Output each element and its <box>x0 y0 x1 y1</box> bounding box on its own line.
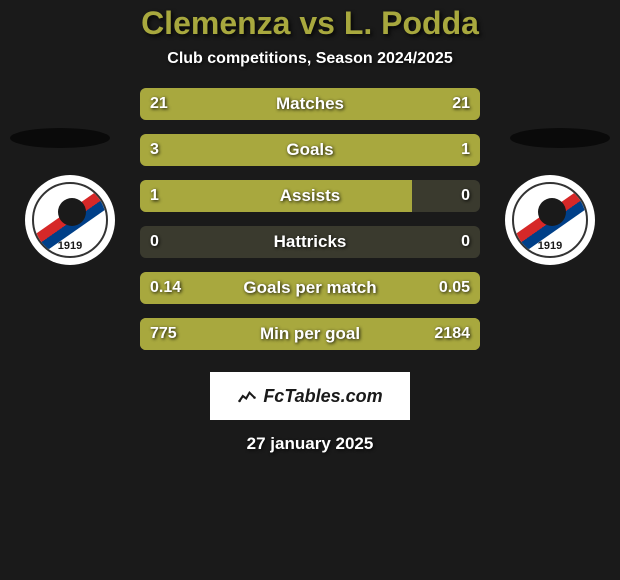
footer-text: FcTables.com <box>263 386 382 407</box>
page-subtitle: Club competitions, Season 2024/2025 <box>167 50 452 68</box>
player-shadow-right <box>510 128 610 148</box>
stats-bars: 2121Matches 31Goals 10Assists 00Hattricks 0.… <box>140 88 480 350</box>
badge-year-right: 1919 <box>538 240 562 252</box>
stat-row: 2121Matches <box>140 88 480 120</box>
comparison-container: Clemenza vs L. Podda Club competitions, … <box>0 0 620 580</box>
stat-row: 7752184Min per goal <box>140 318 480 350</box>
stat-label: Goals per match <box>140 278 480 298</box>
comparison-date: 27 january 2025 <box>247 434 374 454</box>
fctables-logo-icon <box>237 386 257 406</box>
badge-year-left: 1919 <box>58 240 82 252</box>
stat-label: Assists <box>140 186 480 206</box>
club-badge-right: 1919 <box>505 175 595 265</box>
stat-row: 0.140.05Goals per match <box>140 272 480 304</box>
stat-label: Min per goal <box>140 324 480 344</box>
stat-label: Goals <box>140 140 480 160</box>
club-badge-left: 1919 <box>25 175 115 265</box>
footer-attribution: FcTables.com <box>210 372 410 420</box>
stat-row: 10Assists <box>140 180 480 212</box>
stat-label: Matches <box>140 94 480 114</box>
badge-head-left <box>58 198 86 226</box>
page-title: Clemenza vs L. Podda <box>141 5 479 42</box>
stat-row: 31Goals <box>140 134 480 166</box>
stat-label: Hattricks <box>140 232 480 252</box>
club-badge-inner-right: 1919 <box>512 182 588 258</box>
badge-head-right <box>538 198 566 226</box>
player-shadow-left <box>10 128 110 148</box>
stat-row: 00Hattricks <box>140 226 480 258</box>
club-badge-inner-left: 1919 <box>32 182 108 258</box>
